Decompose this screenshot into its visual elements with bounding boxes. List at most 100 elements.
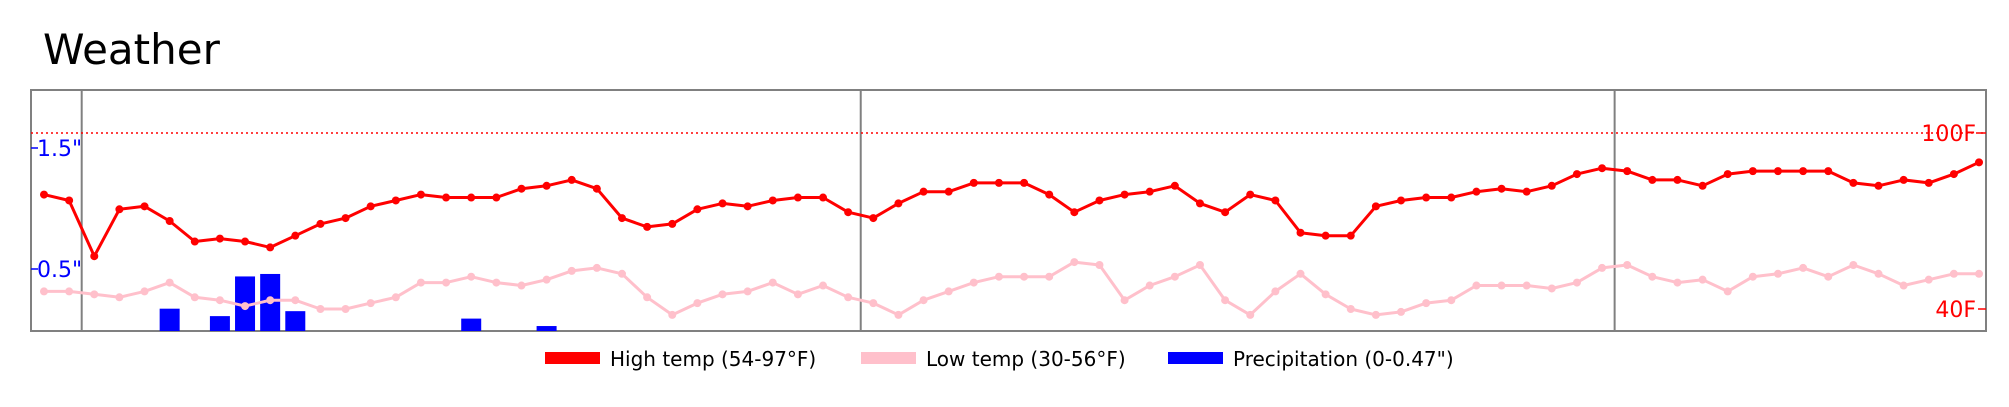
low-temp-point [743,287,752,296]
high-temp-point [693,205,702,214]
right-axis: 100F 40F [1921,122,1986,323]
low-temp-point [40,287,48,296]
high-temp-point [1975,158,1984,167]
low-temp-point [90,290,99,299]
high-temp-point [969,178,978,187]
low-temp-point [693,299,702,308]
month-boundaries [80,90,1616,331]
low-temp-point [266,296,275,305]
high-temp-point [542,181,551,190]
low-temp-point [617,269,626,278]
low-temp-point [291,296,300,305]
high-temp-point [1221,208,1230,217]
legend: High temp (54-97°F) Low temp (30-56°F) P… [545,347,1454,371]
low-temp-point [1723,287,1732,296]
high-temp-point [1246,190,1255,199]
high-temp-point [190,237,199,246]
high-temp-point [316,219,325,228]
low-temp-point [1246,310,1255,319]
low-temp-point [819,281,828,290]
low-temp-point [894,310,903,319]
low-temp-point [492,278,501,287]
high-temp-point [844,208,853,217]
precip-bar [536,326,557,331]
low-temp-point [1773,269,1782,278]
right-tick-label: 100F [1921,122,1976,147]
high-temp-point [1045,190,1054,199]
high-temp-point [1673,175,1682,184]
high-temp-point [617,214,626,223]
low-temp-point [1321,290,1330,299]
left-tick-1-5: 1.5" [31,137,82,162]
right-tick-40f: 40F [1935,298,1986,323]
high-temp-point [140,202,149,211]
legend-label-low: Low temp (30-56°F) [926,347,1126,371]
legend-item-high: High temp (54-97°F) [545,347,816,371]
low-temp-point [1849,261,1858,269]
high-temp-point [391,196,400,205]
high-temp-series [40,158,1984,261]
low-temp-point [65,287,74,296]
low-temp-point [1296,269,1305,278]
low-temp-point [1949,269,1958,278]
high-temp-point [944,187,953,196]
high-temp-point [1924,178,1933,187]
low-temp-point [793,290,802,299]
high-temp-point [40,190,48,199]
low-temp-point [668,310,677,319]
low-temp-point [1648,272,1657,281]
low-temp-point [1522,281,1531,290]
high-temp-point [1120,190,1129,199]
high-temp-point [1397,196,1406,205]
high-temp-point [668,219,677,228]
high-temp-point [416,190,425,199]
high-temp-point [1773,167,1782,176]
high-temp-point [341,214,350,223]
low-temp-point [1271,287,1280,296]
right-tick-100f: 100F [1921,122,1986,147]
low-temp-point [140,287,149,296]
low-temp-point [1874,269,1883,278]
high-temp-point [1346,231,1355,240]
high-temp-point [743,202,752,211]
high-temp-point [291,231,300,240]
high-temp-point [241,237,250,246]
low-temp-point [1748,272,1757,281]
legend-label-precip: Precipitation (0-0.47") [1233,347,1454,371]
left-axis: 1.5" 0.5" [31,137,82,283]
low-temp-point [567,266,576,275]
high-temp-point [1447,193,1456,202]
high-temp-point [1195,199,1204,208]
low-temp-point [1371,310,1380,319]
high-temp-point [567,175,576,184]
high-temp-point [1799,167,1808,176]
high-temp-point [592,184,601,193]
legend-item-precip: Precipitation (0-0.47") [1168,347,1454,371]
legend-swatch-precip [1168,352,1223,364]
high-temp-point [1648,175,1657,184]
high-temp-point [1497,184,1506,193]
low-temp-point [190,293,199,302]
high-temp-point [793,193,802,202]
low-temp-point [1824,272,1833,281]
low-temp-point [1020,272,1029,281]
low-temp-point [1975,269,1984,278]
low-temp-point [1472,281,1481,290]
low-temp-point [1799,263,1808,272]
low-temp-point [1447,296,1456,305]
left-tick-label: 1.5" [37,137,82,162]
high-temp-point [366,202,375,211]
low-temp-point [467,272,476,281]
low-temp-point [844,293,853,302]
high-temp-point [1522,187,1531,196]
high-temp-point [517,184,526,193]
low-temp-point [391,293,400,302]
low-temp-point [1070,258,1079,267]
high-temp-point [1899,175,1908,184]
low-temp-point [366,299,375,308]
low-temp-point [1346,305,1355,313]
low-temp-point [1095,261,1104,269]
low-temp-point [1598,263,1607,272]
right-tick-label: 40F [1935,298,1976,323]
